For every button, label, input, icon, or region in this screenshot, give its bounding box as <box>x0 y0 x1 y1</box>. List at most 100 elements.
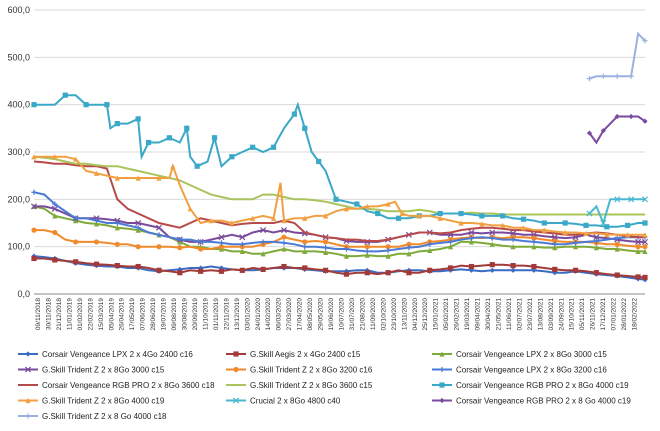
data-point <box>399 210 405 217</box>
data-point <box>531 267 537 273</box>
x-tick-label: 15/01/2021 <box>433 298 440 331</box>
data-point <box>625 222 631 228</box>
data-point <box>552 270 558 276</box>
series-line <box>589 31 646 80</box>
x-tick-label: 01/11/2019 <box>213 298 220 330</box>
data-point <box>552 245 558 251</box>
data-point <box>427 247 433 254</box>
data-point <box>52 257 58 263</box>
data-point <box>479 213 485 219</box>
series-line <box>33 155 645 216</box>
data-point <box>31 189 37 195</box>
data-point <box>364 203 370 210</box>
data-point <box>302 248 308 254</box>
data-point <box>593 238 599 244</box>
data-point <box>468 235 475 241</box>
series-line <box>588 115 646 145</box>
data-point <box>447 265 454 271</box>
data-point <box>166 135 172 141</box>
data-point <box>385 201 391 207</box>
data-point <box>641 196 649 203</box>
data-point <box>194 163 200 169</box>
data-point <box>489 235 495 241</box>
data-point <box>323 245 329 251</box>
x-tick-label: 14/02/2020 <box>265 298 272 331</box>
data-point <box>642 220 648 226</box>
x-tick-label: 28/06/2019 <box>150 298 157 331</box>
data-point <box>114 121 120 127</box>
data-point <box>385 247 391 254</box>
x-tick-label: 28/01/2022 <box>621 298 628 331</box>
data-point <box>510 267 516 273</box>
data-point <box>531 235 537 241</box>
series-line <box>34 155 645 236</box>
data-point <box>187 206 193 212</box>
x-tick-label: 24/01/2020 <box>255 298 262 331</box>
data-point <box>439 382 445 388</box>
data-point <box>604 224 610 230</box>
data-point <box>531 263 537 270</box>
y-tick-label: 300,0 <box>7 147 30 157</box>
data-point <box>614 235 620 241</box>
x-tick-label: 04/12/2020 <box>412 298 419 331</box>
data-point <box>323 267 329 273</box>
data-point <box>600 128 606 134</box>
series-9 <box>31 154 648 238</box>
legend-label: Corsair Vengeance LPX 2 x 4Go 2400 c16 <box>42 350 193 359</box>
data-point <box>52 229 58 236</box>
data-point <box>260 239 266 245</box>
x-tick-label: 22/02/2019 <box>87 298 94 331</box>
x-tick-label: 31/07/2020 <box>349 298 356 331</box>
data-point <box>614 272 620 278</box>
series-5 <box>31 189 648 254</box>
data-point <box>233 351 239 357</box>
data-point <box>156 267 162 273</box>
x-tick-label: 11/10/2019 <box>202 298 209 330</box>
series-7 <box>33 155 645 216</box>
series-line <box>33 205 645 258</box>
data-point <box>439 366 445 373</box>
legend-item: Corsair Vengeance LPX 2 x 8Go 3200 c16 <box>432 366 607 375</box>
data-point <box>198 246 204 252</box>
data-point <box>302 265 308 271</box>
data-point <box>593 270 599 276</box>
data-point <box>406 270 412 276</box>
x-tick-label: 21/12/2018 <box>56 298 63 331</box>
legend-label: G.Skill Trident Z 2 x 8Go 3600 c15 <box>250 381 373 390</box>
data-point <box>239 241 245 247</box>
data-point <box>489 262 495 268</box>
data-point <box>239 234 246 241</box>
data-point <box>364 244 370 250</box>
y-tick-label: 400,0 <box>7 100 30 110</box>
x-tick-label: 10/07/2020 <box>339 298 346 331</box>
x-tick-label: 21/05/2021 <box>495 298 502 331</box>
data-point <box>385 244 391 250</box>
x-tick-label: 30/11/2018 <box>45 298 52 330</box>
data-point <box>628 73 634 79</box>
data-point <box>93 221 100 227</box>
legend-item: G.Skill Trident Z 2 x 8Go 4000 c19 <box>18 397 165 406</box>
data-point <box>333 196 339 202</box>
data-point <box>135 244 141 250</box>
data-point <box>593 234 600 241</box>
legend-item: G.Skill Trident Z 2 x 8Go 3000 c15 <box>18 366 165 375</box>
data-point <box>642 244 648 250</box>
series-4 <box>31 227 648 252</box>
data-point <box>281 240 287 246</box>
x-tick-label: 19/06/2020 <box>328 298 335 331</box>
data-point <box>583 222 589 228</box>
x-tick-label: 26/11/2021 <box>590 298 597 330</box>
data-point <box>135 225 141 231</box>
data-point <box>642 38 648 44</box>
data-point <box>500 213 506 219</box>
data-point <box>439 351 445 357</box>
legend-label: G.Skill Aegis 2 x 4Go 2400 c15 <box>250 350 361 359</box>
x-tick-label: 17/04/2020 <box>297 298 304 331</box>
data-point <box>572 244 579 250</box>
series-11 <box>586 113 648 145</box>
data-point <box>30 203 38 210</box>
legend-item: Corsair Vengeance LPX 2 x 8Go 3000 c15 <box>432 350 607 359</box>
data-point <box>642 274 648 281</box>
data-point <box>510 230 517 237</box>
data-point <box>114 175 120 181</box>
